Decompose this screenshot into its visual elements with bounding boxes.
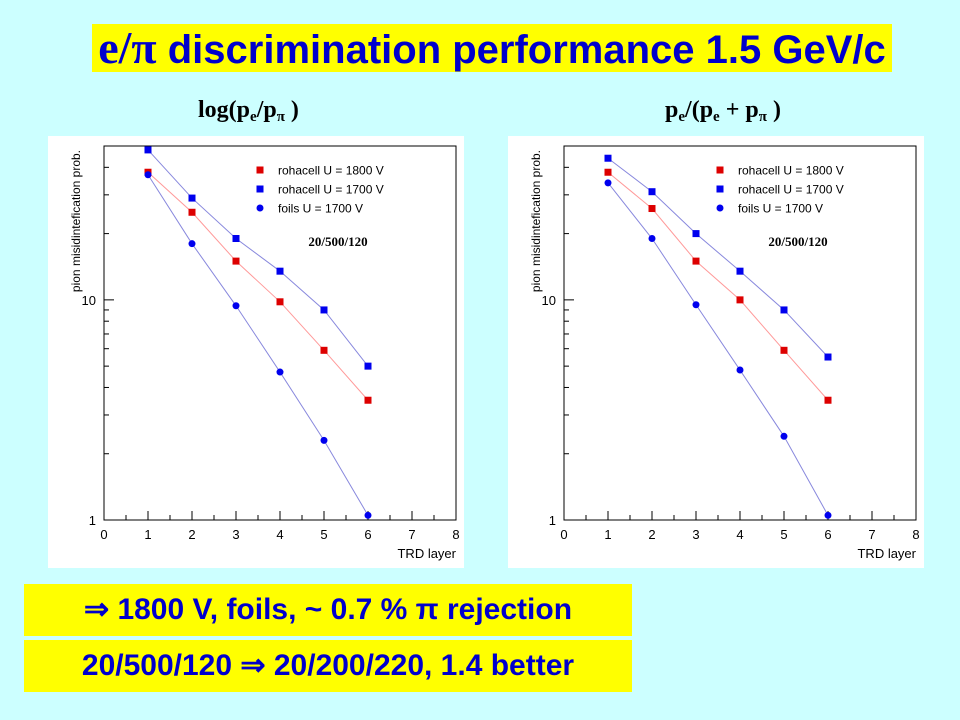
y-tick-label: 1: [89, 513, 96, 528]
data-point: [320, 346, 328, 354]
legend-marker: [256, 185, 264, 193]
subtitle-left: log(pe/pπ ): [198, 97, 299, 125]
data-point: [276, 267, 284, 275]
data-point: [780, 432, 788, 440]
x-tick-label: 6: [824, 527, 831, 542]
x-tick-label: 2: [648, 527, 655, 542]
x-tick-label: 2: [188, 527, 195, 542]
data-point: [736, 296, 744, 304]
chart-annotation: 20/500/120: [308, 234, 367, 249]
x-tick-label: 1: [604, 527, 611, 542]
series-line: [147, 174, 369, 516]
data-point: [232, 257, 240, 265]
data-point: [188, 240, 196, 248]
legend-label: rohacell U = 1700 V: [738, 183, 844, 197]
chart-panel-right: 0 1 2 3 4 5 6 7 8 1 10 TRD layer pion misidinteficat…: [508, 136, 924, 568]
legend-label: foils U = 1700 V: [738, 202, 823, 216]
data-point: [144, 171, 152, 179]
data-point: [232, 235, 240, 243]
legend-marker: [716, 185, 724, 193]
legend-label: rohacell U = 1800 V: [738, 164, 844, 178]
chart-panel-left: 0 1 2 3 4 5 6 7 8 1 10 TRD layer pion misidinteficat…: [48, 136, 464, 568]
note-improvement: 20/500/120 ⇒ 20/200/220, 1.4 better: [81, 649, 575, 682]
data-point: [604, 168, 612, 176]
data-point: [364, 396, 372, 404]
series-line: [147, 171, 369, 401]
x-axis-label: TRD layer: [397, 546, 456, 561]
x-tick-label: 7: [868, 527, 875, 542]
legend-label: rohacell U = 1700 V: [278, 183, 384, 197]
x-tick-label: 1: [144, 527, 151, 542]
data-point: [692, 257, 700, 265]
series-line: [147, 149, 369, 367]
data-point: [144, 146, 152, 154]
x-tick-label: 4: [736, 527, 743, 542]
x-tick-label: 6: [364, 527, 371, 542]
series-line: [607, 157, 829, 358]
x-tick-label: 8: [452, 527, 459, 542]
data-point: [780, 346, 788, 354]
data-point: [824, 396, 832, 404]
title-particles: e/π: [98, 22, 157, 73]
data-point: [604, 154, 612, 162]
chart-annotation: 20/500/120: [768, 234, 827, 249]
y-tick-label: 10: [542, 293, 556, 308]
legend-marker: [256, 204, 264, 212]
note-box-1: ⇒ 1800 V, foils, ~ 0.7 % π rejection: [24, 584, 632, 636]
data-point: [276, 298, 284, 306]
data-point: [824, 511, 832, 519]
note-rejection: ⇒ 1800 V, foils, ~ 0.7 % π rejection: [83, 593, 573, 626]
x-tick-label: 0: [100, 527, 107, 542]
data-point: [188, 194, 196, 202]
data-point: [736, 366, 744, 374]
data-point: [692, 301, 700, 309]
note-box-2: 20/500/120 ⇒ 20/200/220, 1.4 better: [24, 640, 632, 692]
x-tick-label: 7: [408, 527, 415, 542]
legend-marker: [716, 204, 724, 212]
legend-marker: [716, 166, 724, 174]
x-tick-label: 4: [276, 527, 283, 542]
data-point: [824, 353, 832, 361]
series-line: [607, 182, 829, 516]
series-line: [607, 171, 829, 401]
data-point: [364, 511, 372, 519]
x-tick-label: 3: [692, 527, 699, 542]
y-axis-label: pion misidintefication prob.: [529, 150, 543, 292]
y-tick-label: 1: [549, 513, 556, 528]
data-point: [188, 208, 196, 216]
data-point: [320, 306, 328, 314]
legend-label: rohacell U = 1800 V: [278, 164, 384, 178]
x-axis-label: TRD layer: [857, 546, 916, 561]
x-tick-label: 5: [320, 527, 327, 542]
data-point: [604, 179, 612, 187]
data-point: [736, 267, 744, 275]
data-point: [276, 368, 284, 376]
legend-marker: [256, 166, 264, 174]
x-tick-label: 8: [912, 527, 919, 542]
x-tick-label: 0: [560, 527, 567, 542]
page-title: e/π discrimination performance 1.5 GeV/c: [92, 22, 892, 73]
data-point: [780, 306, 788, 314]
title-text: discrimination performance 1.5 GeV/c: [167, 28, 886, 72]
data-point: [692, 230, 700, 238]
x-tick-label: 3: [232, 527, 239, 542]
data-point: [232, 302, 240, 310]
y-axis-label: pion misidintefication prob.: [69, 150, 83, 292]
data-point: [320, 436, 328, 444]
data-point: [648, 188, 656, 196]
legend-label: foils U = 1700 V: [278, 202, 363, 216]
x-tick-label: 5: [780, 527, 787, 542]
data-point: [648, 205, 656, 213]
data-point: [364, 362, 372, 370]
subtitle-right: pe/(pe + pπ ): [665, 97, 781, 125]
data-point: [648, 235, 656, 243]
title-banner: e/π discrimination performance 1.5 GeV/c: [92, 24, 892, 72]
y-tick-label: 10: [82, 293, 96, 308]
